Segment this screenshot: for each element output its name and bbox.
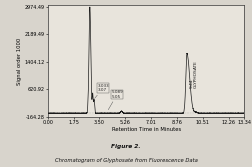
- Y-axis label: Signal order 1000: Signal order 1000: [17, 37, 22, 85]
- Text: Figure 2.: Figure 2.: [111, 144, 141, 149]
- Text: Chromatogram of Glyphosate from Fluorescence Data: Chromatogram of Glyphosate from Fluoresc…: [55, 158, 197, 163]
- Text: 3.033
3.07: 3.033 3.07: [94, 84, 109, 98]
- Text: 5.089
5.05: 5.089 5.05: [108, 90, 123, 110]
- X-axis label: Retention Time in Minutes: Retention Time in Minutes: [112, 127, 181, 132]
- Text: 9.44
GLYPHOSATE: 9.44 GLYPHOSATE: [190, 60, 198, 88]
